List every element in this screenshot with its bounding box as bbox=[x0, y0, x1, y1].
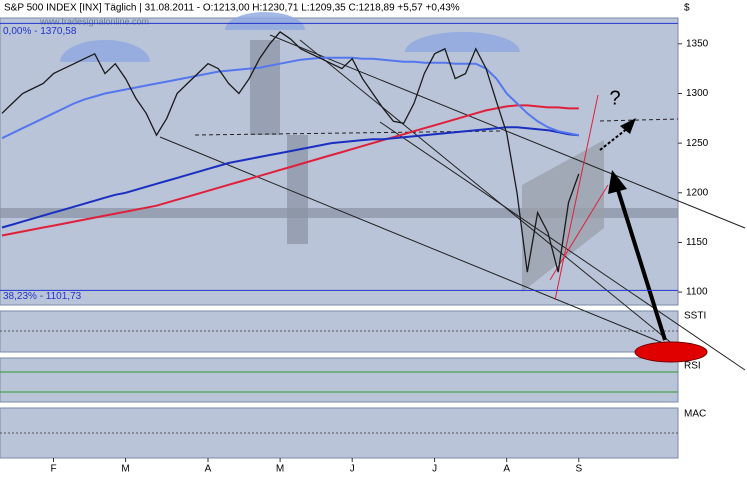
y-tick-label: 1250 bbox=[686, 138, 709, 149]
rsi-panel bbox=[0, 357, 679, 403]
level-label: 0,00% - 1370,58 bbox=[3, 26, 77, 37]
channel bbox=[522, 140, 604, 292]
series-line bbox=[1, 56, 579, 140]
x-tick-label: J bbox=[432, 464, 437, 475]
trendline bbox=[269, 34, 746, 229]
level-label: 38,23% - 1101,73 bbox=[3, 291, 82, 302]
x-tick-label: S bbox=[575, 464, 582, 475]
x-tick-label: M bbox=[276, 464, 284, 475]
currency: $ bbox=[684, 3, 690, 14]
shade bbox=[250, 40, 280, 135]
arrowhead bbox=[620, 118, 636, 134]
top-arc bbox=[225, 12, 305, 30]
panel-label: RSI bbox=[684, 361, 701, 372]
red-line bbox=[554, 94, 599, 301]
trendline bbox=[299, 39, 681, 351]
target-ellipse bbox=[634, 341, 708, 363]
annotation: ? bbox=[609, 87, 620, 109]
series-line bbox=[1, 104, 579, 237]
chart-title: S&P 500 INDEX [INX] Täglich | 31.08.2011… bbox=[4, 3, 460, 14]
target-line bbox=[599, 118, 679, 122]
x-tick-label: A bbox=[503, 464, 510, 475]
arrow bbox=[616, 189, 667, 341]
x-tick-label: A bbox=[205, 464, 212, 475]
neckline bbox=[194, 130, 501, 136]
panel-label: SSTI bbox=[684, 311, 706, 322]
y-tick-label: 1100 bbox=[686, 287, 708, 298]
watermark: www.tradesignalonline.com bbox=[39, 16, 149, 26]
arrowhead bbox=[608, 170, 627, 194]
y-tick-label: 1200 bbox=[686, 187, 709, 198]
arrow-dashed bbox=[599, 127, 629, 151]
y-tick-label: 1150 bbox=[686, 237, 708, 248]
x-tick-label: F bbox=[50, 464, 56, 475]
y-tick-label: 1350 bbox=[686, 38, 709, 49]
y-tick-label: 1300 bbox=[686, 88, 709, 99]
support-band bbox=[0, 208, 678, 218]
series-line bbox=[1, 126, 579, 229]
series-line bbox=[1, 31, 580, 273]
x-tick-label: M bbox=[121, 464, 129, 475]
trendline bbox=[159, 136, 681, 351]
x-tick-label: J bbox=[350, 464, 355, 475]
panel-label: MAC bbox=[684, 409, 706, 420]
top-arc bbox=[405, 31, 520, 52]
top-arc bbox=[60, 40, 150, 62]
